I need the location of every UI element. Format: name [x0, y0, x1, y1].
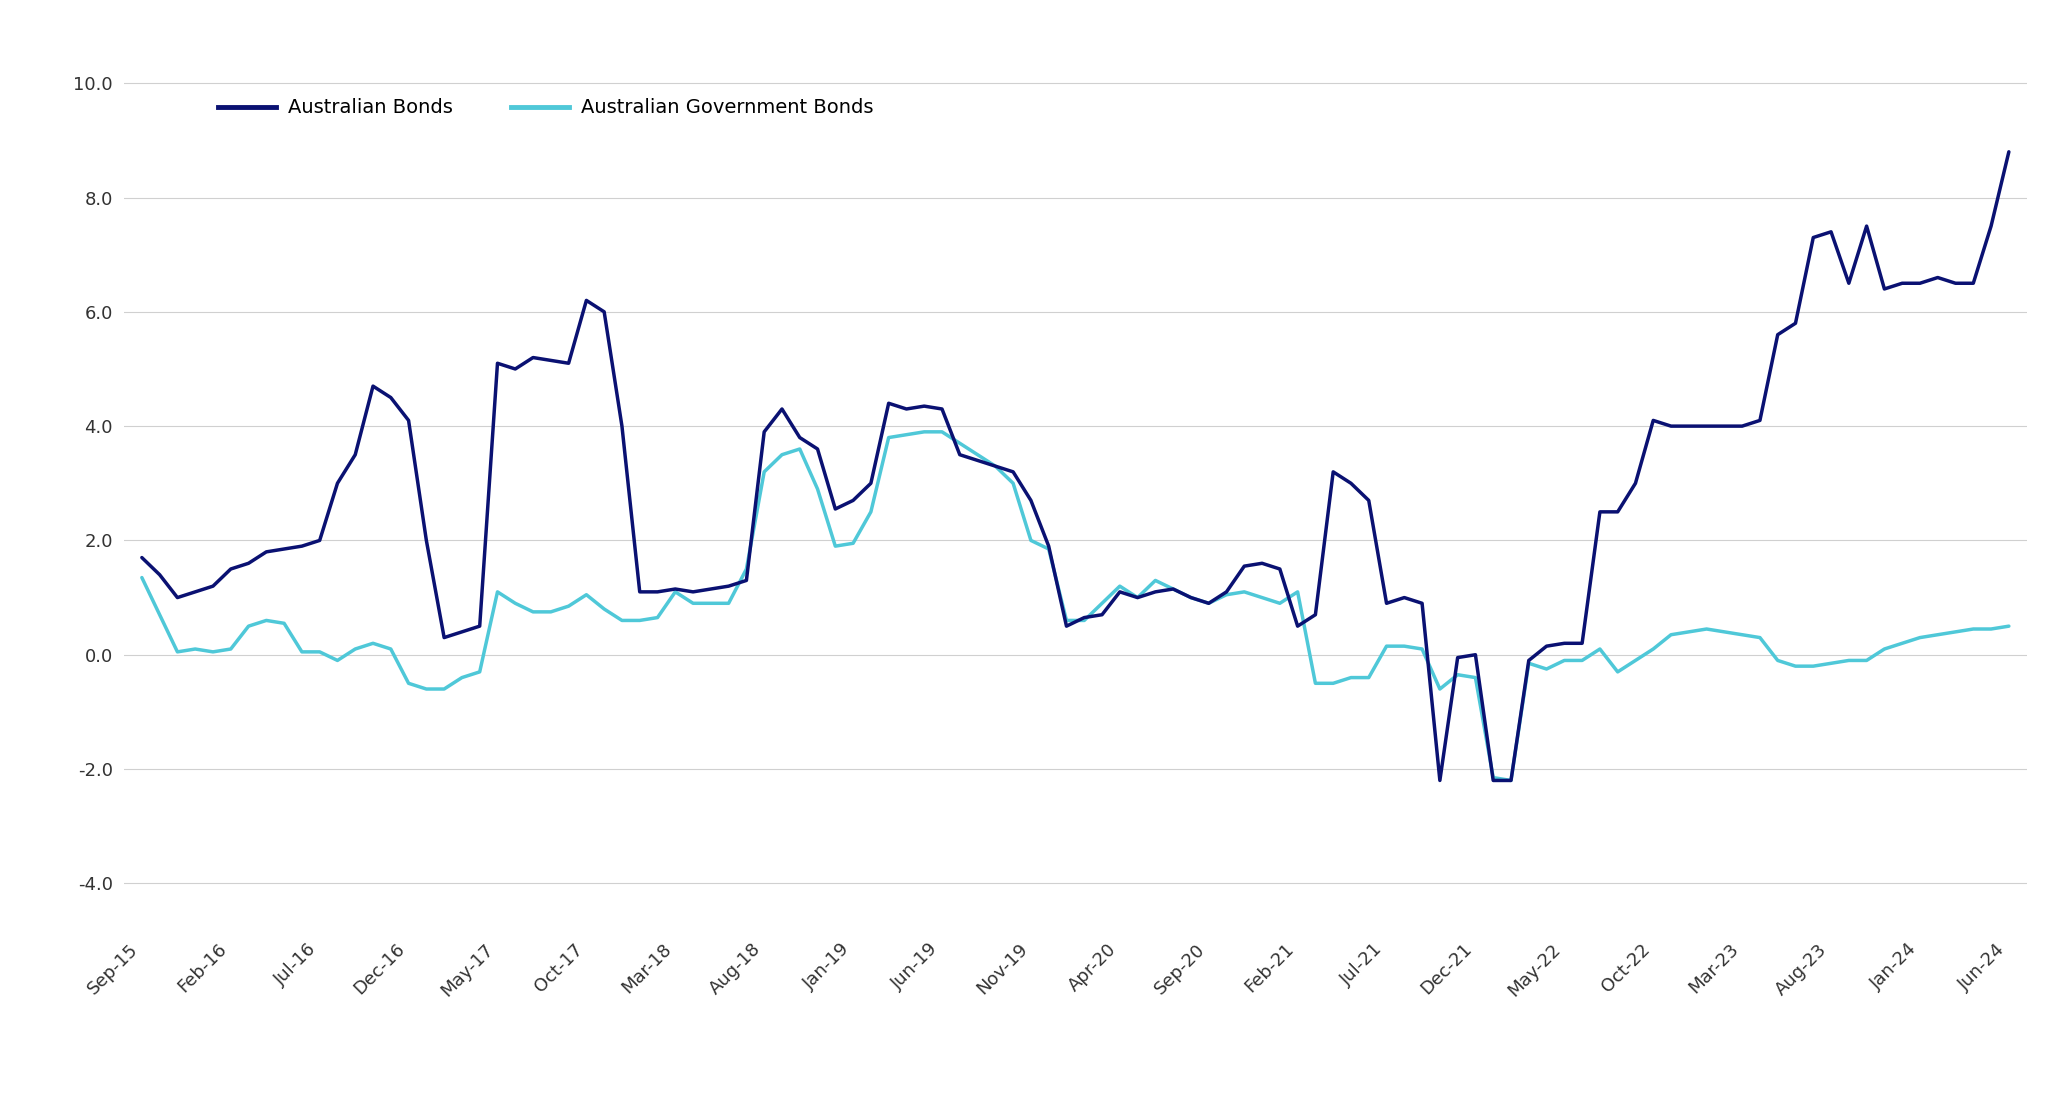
Australian Government Bonds [1249, 591, 1274, 604]
Australian Government Bonds [1357, 671, 1381, 684]
Australian Bonds [1233, 560, 1257, 573]
Australian Bonds [1427, 774, 1452, 787]
Legend: Australian Bonds, Australian Government Bonds: Australian Bonds, Australian Government … [211, 91, 881, 126]
Australian Bonds [1996, 145, 2020, 158]
Australian Government Bonds [1783, 659, 1807, 672]
Australian Bonds [130, 551, 155, 564]
Australian Government Bonds [1499, 774, 1524, 787]
Australian Bonds [1214, 586, 1239, 599]
Australian Government Bonds [1233, 586, 1257, 599]
Australian Bonds [182, 586, 207, 599]
Australian Bonds [1766, 328, 1791, 341]
Australian Government Bonds [912, 425, 937, 438]
Australian Government Bonds [1427, 682, 1452, 695]
Line: Australian Government Bonds: Australian Government Bonds [143, 432, 2008, 780]
Australian Bonds [1338, 477, 1363, 490]
Australian Government Bonds [182, 643, 207, 656]
Line: Australian Bonds: Australian Bonds [143, 152, 2008, 780]
Australian Government Bonds [130, 571, 155, 584]
Australian Bonds [1410, 597, 1435, 610]
Australian Government Bonds [1996, 620, 2020, 633]
